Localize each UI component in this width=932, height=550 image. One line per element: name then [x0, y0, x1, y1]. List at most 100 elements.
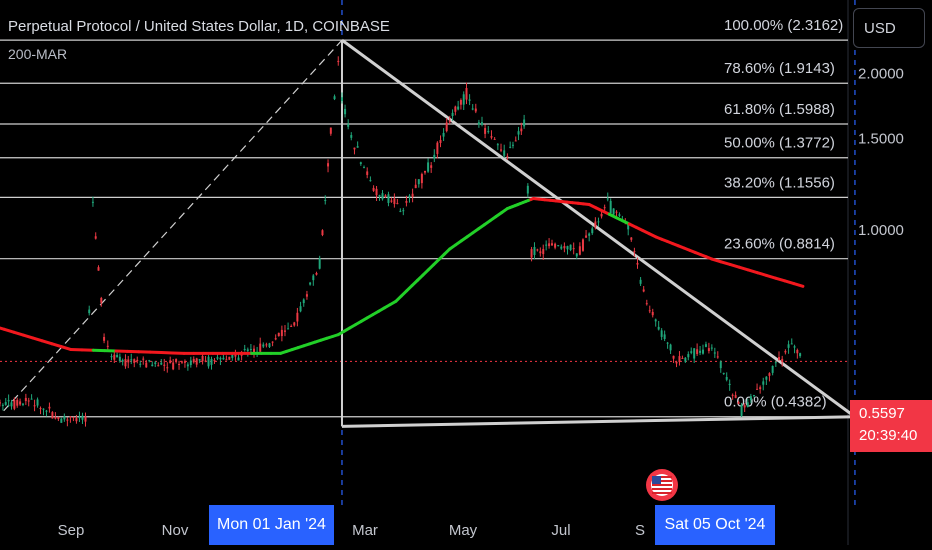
candle-body [737, 402, 740, 404]
candle-body [630, 237, 633, 240]
candle-body [704, 344, 707, 347]
candle-body [69, 416, 72, 418]
candle-body [10, 402, 13, 407]
candle-body [693, 348, 696, 359]
candle-body [719, 361, 722, 369]
candle-body [436, 142, 439, 154]
candle-body [72, 416, 75, 418]
candle-body [198, 359, 201, 361]
triangle-left-edge [3, 39, 343, 412]
candle-body [219, 357, 222, 360]
candle-body [259, 343, 262, 352]
candle-body [121, 359, 124, 362]
candle-body [280, 329, 283, 337]
candle-body [172, 362, 175, 370]
chart-title: Perpetual Protocol / United States Dolla… [8, 18, 390, 35]
candle-body [274, 338, 277, 340]
candle-body [707, 348, 710, 352]
fib-level-label: 61.80% (1.5988) [724, 101, 835, 118]
candle-body [408, 195, 411, 198]
candle-body [511, 144, 514, 146]
candle-body [713, 352, 716, 354]
candle-body [759, 387, 762, 390]
candle-body [451, 112, 454, 116]
candle-body [740, 404, 743, 416]
ma200-segment [792, 282, 805, 288]
candle-body [180, 361, 183, 363]
candle-body [231, 354, 234, 358]
candle-body [157, 365, 160, 367]
candle-body [551, 243, 553, 246]
candle-body [536, 249, 539, 251]
ma200-segment [728, 262, 741, 269]
candle-body [192, 358, 195, 363]
candle-body [296, 312, 299, 322]
candle-body [648, 310, 651, 312]
candle-body [548, 243, 551, 247]
candle-body [366, 171, 369, 175]
x-tick-label: Mar [352, 522, 378, 539]
candle-body [30, 398, 33, 400]
candle-body [321, 230, 324, 236]
candle-body [702, 349, 705, 354]
candle-body [344, 108, 347, 115]
candle-body [503, 150, 506, 156]
candle-body [787, 344, 790, 348]
candle-body [762, 381, 765, 385]
current-price: 0.5597 [859, 405, 905, 422]
candle-body [554, 243, 557, 248]
candle-body [520, 128, 523, 132]
candle-body [618, 214, 621, 216]
candle-body [33, 405, 36, 407]
candle-body [411, 193, 414, 197]
candle-body [457, 106, 460, 110]
fib-level-label: 38.20% (1.1556) [724, 174, 835, 191]
candle-body [178, 363, 181, 365]
candle-body [545, 244, 548, 246]
ma200-segment [40, 339, 54, 346]
candle-body [722, 372, 725, 374]
y-tick-label: 2.0000 [858, 65, 904, 82]
candle-body [459, 100, 462, 105]
candle-body [468, 99, 471, 101]
candle-body [666, 342, 669, 344]
candle-body [324, 200, 327, 202]
candle-body [594, 221, 597, 227]
candle-body [78, 417, 81, 419]
currency-button[interactable]: USD [853, 8, 925, 48]
candle-body [54, 417, 57, 419]
y-tick-label: 1.5000 [858, 130, 904, 147]
candle-body [560, 246, 563, 249]
fib-level-label: 50.00% (1.3772) [724, 135, 835, 152]
candle-body [378, 195, 381, 197]
indicator-label[interactable]: 200-MAR [8, 46, 68, 62]
candle-body [774, 362, 777, 364]
candle-body [633, 251, 636, 253]
x-tick-label: Sep [58, 522, 85, 539]
candle-body [771, 365, 774, 373]
candle-body [542, 249, 545, 255]
candle-body [793, 346, 796, 348]
candle-body [654, 319, 657, 322]
candle-body [94, 236, 97, 239]
candle-body [13, 400, 16, 409]
candle-body [725, 377, 728, 380]
candle-body [293, 322, 296, 326]
candle-body [484, 128, 487, 134]
candle-body [201, 355, 204, 362]
candle-body [7, 400, 10, 402]
candle-body [790, 343, 793, 345]
triangle-descending-edge [341, 38, 856, 418]
candle-body [609, 200, 612, 214]
candle-body [681, 357, 684, 359]
candle-body [45, 410, 48, 412]
candle-body [687, 354, 690, 358]
candle-body [237, 357, 240, 361]
candle-body [337, 60, 340, 62]
ma200-segment [59, 345, 73, 351]
candle-body [110, 356, 113, 358]
candle-body [183, 361, 186, 363]
candle-body [500, 149, 503, 151]
candle-body [160, 362, 163, 365]
